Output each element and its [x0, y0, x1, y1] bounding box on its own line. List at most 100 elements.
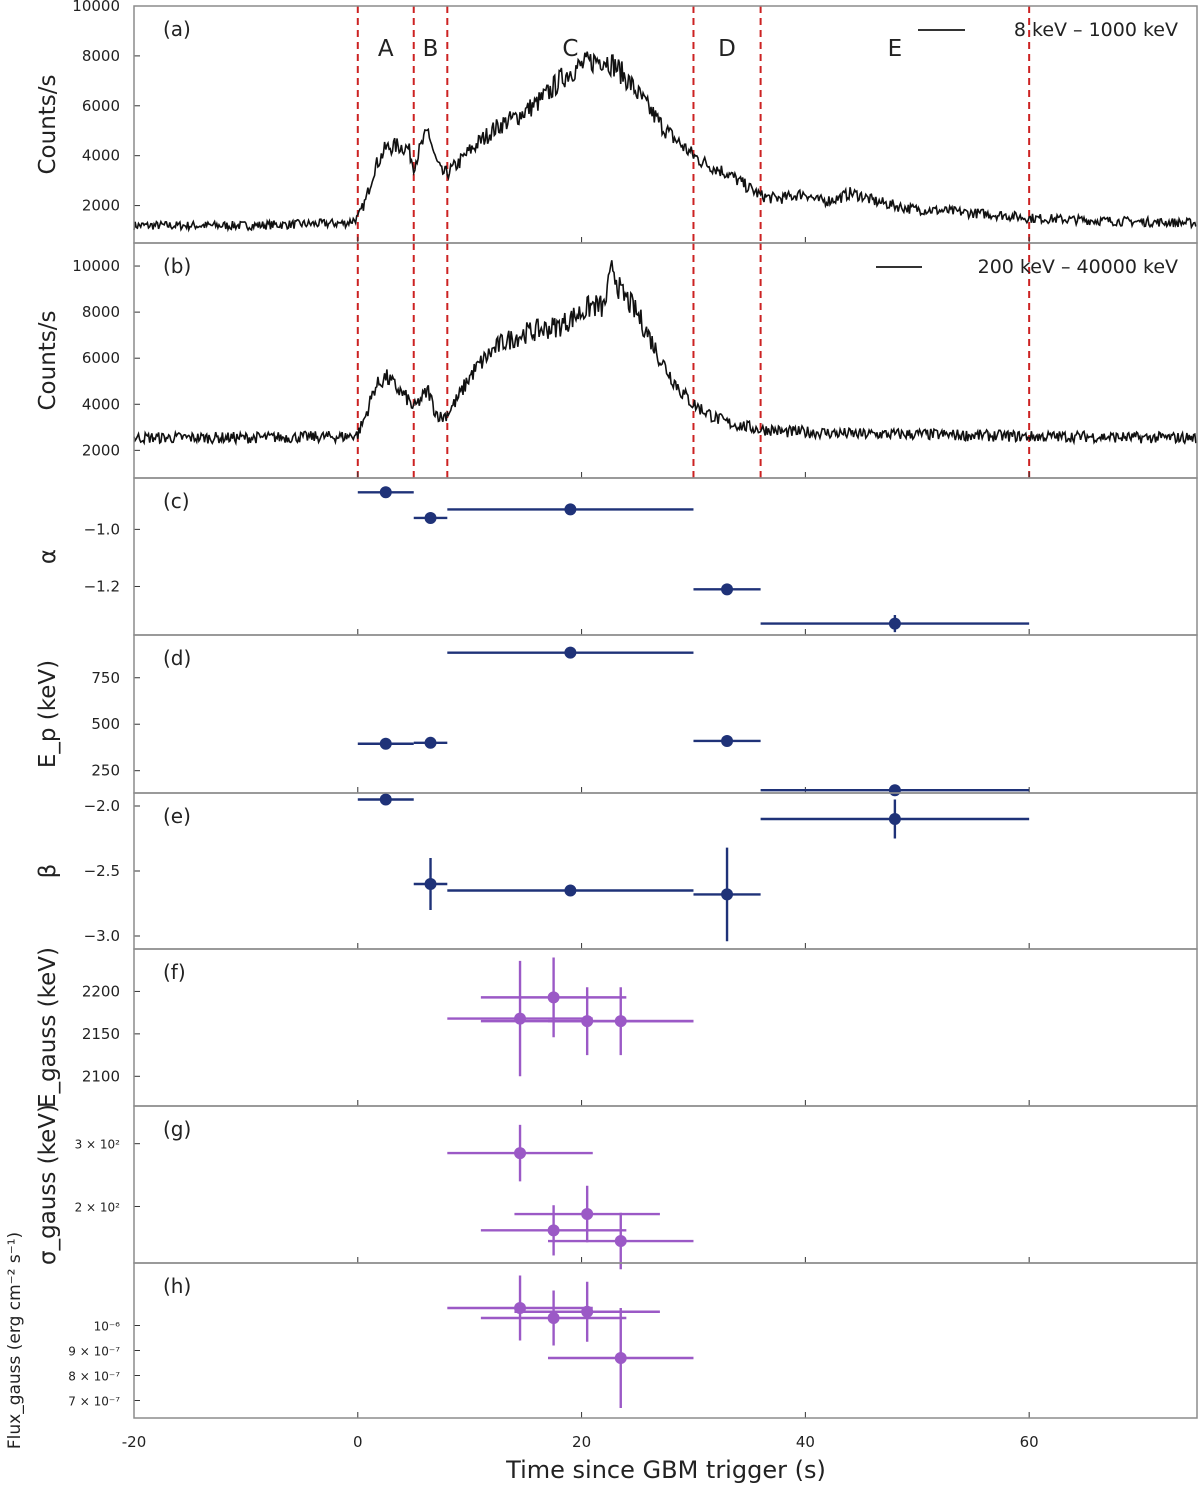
- x-tick-label: -20: [122, 1433, 147, 1451]
- y-tick-label: 2 × 10²: [75, 1200, 121, 1214]
- light-curve-series: [133, 51, 1197, 233]
- panel-frame: [133, 5, 1198, 244]
- panel-frame: [133, 477, 1198, 636]
- y-tick-label: 500: [91, 715, 120, 733]
- y-axis-label: σ_gauss (keV): [35, 1104, 61, 1265]
- y-tick-label: −2.0: [84, 797, 120, 815]
- interval-label-D: D: [718, 36, 736, 62]
- x-tick-label: 40: [796, 1433, 815, 1451]
- panel-e: −2.0 −2.5 −3.0 (e) β: [35, 792, 1198, 950]
- y-tick-label: 2200: [82, 982, 120, 1000]
- y-tick-label: 8 × 10⁻⁷: [68, 1370, 120, 1384]
- y-tick-label: 10000: [72, 0, 120, 15]
- panel-h: 10⁻⁶ 9 × 10⁻⁷ 8 × 10⁻⁷ 7 × 10⁻⁷ (h) Flux_gaus…: [5, 1232, 1198, 1449]
- y-tick-label: −1.2: [84, 577, 120, 595]
- y-tick-label: 4000: [82, 147, 120, 165]
- x-tick-label: 20: [572, 1433, 591, 1451]
- y-tick-label: 6000: [82, 97, 120, 115]
- y-tick-label: −3.0: [84, 927, 120, 945]
- panel-frame: [133, 634, 1198, 794]
- interval-label-A: A: [378, 36, 394, 62]
- interval-label-B: B: [423, 36, 439, 62]
- panel-frame: [133, 242, 1198, 479]
- data-point-2: [564, 884, 577, 897]
- y-tick-label: 2150: [82, 1025, 120, 1043]
- panel-tag: (b): [163, 254, 191, 278]
- y-tick-label: 2100: [82, 1067, 120, 1085]
- panel-tag: (g): [163, 1117, 191, 1141]
- y-tick-label: 8000: [82, 303, 120, 321]
- y-tick-label: −1.0: [84, 520, 120, 538]
- y-tick-label: −2.5: [84, 862, 120, 880]
- panel-b: 2000 4000 6000 8000 10000 (b) Counts/s 200 keV …: [35, 242, 1198, 479]
- data-point-1: [424, 511, 437, 524]
- y-tick-label: 4000: [82, 395, 120, 413]
- data-point-3: [614, 1352, 627, 1364]
- y-axis-label: Counts/s: [35, 74, 61, 174]
- x-tick-label: 0: [353, 1433, 363, 1451]
- y-axis-label: Flux_gauss (erg cm⁻² s⁻¹): [5, 1232, 25, 1449]
- data-point-2: [581, 1305, 594, 1318]
- data-point-1: [547, 1224, 560, 1237]
- data-point-0: [514, 1012, 527, 1025]
- panel-frame: [133, 792, 1198, 950]
- y-axis-label: E_gauss (keV): [35, 947, 61, 1108]
- y-tick-label: 3 × 10²: [75, 1138, 121, 1152]
- data-point-2: [581, 1208, 594, 1221]
- y-axis-label: α: [35, 549, 61, 564]
- data-point-0: [514, 1147, 527, 1160]
- panel-tag: (c): [163, 489, 190, 513]
- data-point-4: [888, 813, 901, 825]
- y-axis-label: E_p (keV): [35, 660, 61, 768]
- y-tick-label: 10000: [72, 257, 120, 275]
- panel-tag: (e): [163, 804, 191, 828]
- panel-tag: (f): [163, 960, 186, 984]
- interval-label-C: C: [562, 36, 578, 62]
- panel-frame: [133, 1262, 1198, 1419]
- panel-frame: [133, 1105, 1198, 1264]
- panel-frame: [133, 948, 1198, 1107]
- data-point-0: [379, 737, 392, 750]
- data-point-4: [888, 617, 901, 630]
- legend-label: 200 keV – 40000 keV: [978, 256, 1178, 278]
- data-point-3: [721, 734, 734, 747]
- data-point-3: [721, 583, 734, 596]
- y-axis-label: Counts/s: [35, 310, 61, 410]
- data-point-2: [564, 646, 577, 659]
- y-tick-label: 750: [91, 669, 120, 687]
- y-tick-label: 2000: [82, 197, 120, 215]
- data-point-1: [424, 878, 437, 890]
- data-point-4: [888, 784, 901, 797]
- panel-d: 250 500 750 (d) E_p (keV): [35, 634, 1198, 797]
- y-tick-label: 2000: [82, 441, 120, 459]
- data-point-1: [547, 1312, 560, 1324]
- data-point-1: [424, 736, 437, 749]
- data-point-0: [379, 486, 392, 499]
- y-tick-label: 6000: [82, 349, 120, 367]
- data-point-0: [379, 793, 392, 806]
- data-point-3: [614, 1235, 627, 1248]
- panel-f: 2100 2150 2200 (f) E_gauss (keV): [35, 947, 1198, 1108]
- panel-a: 2000 4000 6000 8000 10000 (a) Counts/s 8 keV – …: [35, 0, 1198, 244]
- x-axis-label: Time since GBM trigger (s): [505, 1456, 826, 1484]
- y-tick-label: 10⁻⁶: [94, 1320, 121, 1334]
- panel-tag: (h): [163, 1274, 191, 1298]
- panel-g: 3 × 10² 2 × 10² (g) σ_gauss (keV): [35, 1104, 1198, 1270]
- legend-label: 8 keV – 1000 keV: [1014, 19, 1178, 41]
- y-axis-label: β: [35, 864, 61, 879]
- data-point-2: [564, 503, 577, 516]
- light-curve-series: [133, 260, 1197, 446]
- y-tick-label: 9 × 10⁻⁷: [68, 1345, 120, 1359]
- y-tick-label: 250: [91, 762, 120, 780]
- y-tick-label: 8000: [82, 47, 120, 65]
- y-tick-label: 7 × 10⁻⁷: [68, 1395, 120, 1409]
- data-point-3: [614, 1015, 627, 1028]
- interval-label-E: E: [888, 36, 903, 62]
- panel-tag: (a): [163, 17, 191, 41]
- panel-c: −1.0 −1.2 (c) α: [35, 477, 1198, 636]
- data-point-1: [547, 991, 560, 1004]
- panel-tag: (d): [163, 646, 191, 670]
- data-point-3: [721, 888, 734, 901]
- x-tick-label: 60: [1020, 1433, 1039, 1451]
